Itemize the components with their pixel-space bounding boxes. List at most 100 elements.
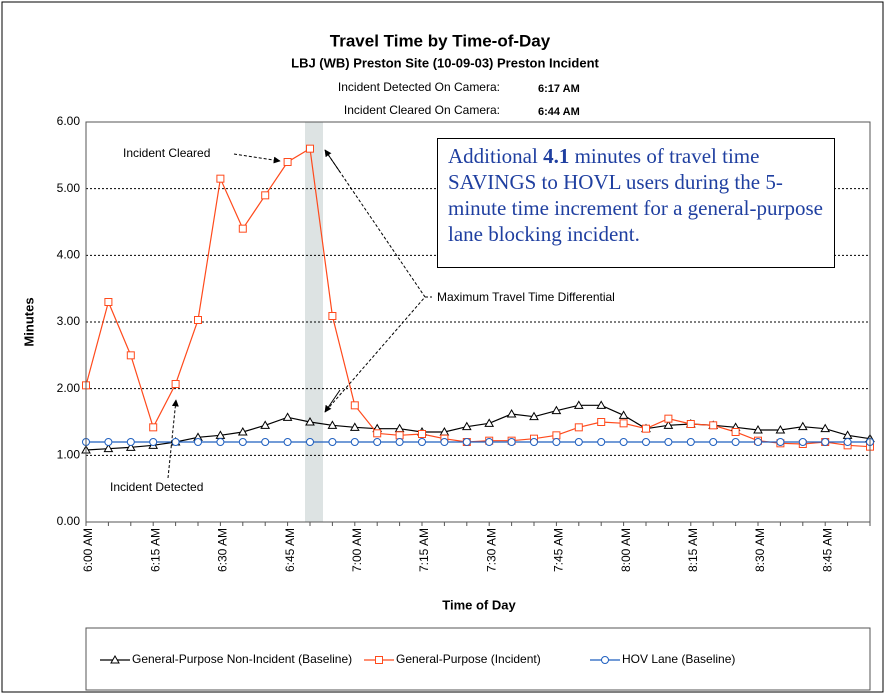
x-tick-label: 6:45 AM [283,528,297,572]
y-axis-label: Minutes [21,297,36,346]
y-tick-label: 0.00 [57,514,81,528]
callout: Additional 4.1 minutes of travel time SA… [437,138,835,268]
legend-label: General-Purpose (Incident) [396,652,541,666]
y-tick-label: 6.00 [57,114,81,128]
point [776,438,785,446]
point [618,410,629,419]
point [149,438,158,446]
arrow-head [324,149,341,173]
x-tick-label: 7:00 AM [350,528,364,572]
x-tick-label: 6:00 AM [81,528,95,572]
info-value: 6:44 AM [538,106,580,118]
point [597,418,606,426]
point [461,421,472,431]
point [484,418,495,427]
y-tick-label: 4.00 [57,248,81,262]
point [350,438,359,446]
point [731,428,740,436]
point [283,158,292,166]
point [619,438,628,446]
x-tick-label: 8:30 AM [753,528,767,572]
annotation: Incident Cleared [123,146,210,160]
point [754,438,762,446]
point [529,411,539,421]
point [103,443,114,453]
point [261,438,270,446]
point [619,419,628,428]
point [260,420,271,429]
point [418,438,426,446]
point [149,423,158,432]
point [306,438,314,446]
point [552,431,561,440]
point [238,438,247,446]
point [642,424,650,433]
point [530,438,538,446]
y-tick-label: 5.00 [57,181,81,195]
point [601,656,609,664]
point [462,438,471,446]
point [551,405,562,415]
callout-text: minutes of travel time SAVINGS to HOVL u… [448,144,823,246]
legend-label: General-Purpose Non-Incident (Baseline) [132,652,352,666]
point [753,424,763,434]
point [686,420,695,428]
arrow [233,153,281,164]
point [373,438,382,446]
x-tick-label: 6:15 AM [148,528,162,572]
point [395,438,404,446]
series-layer [81,144,875,454]
point [552,438,561,446]
point [507,438,516,446]
point [664,438,673,446]
point [261,191,270,200]
point [194,316,202,324]
series-line [85,404,871,451]
point [709,421,718,430]
point [104,438,113,446]
plot-border [85,121,871,523]
point [820,423,831,433]
point [686,438,695,446]
point [237,426,248,436]
point [328,438,337,446]
point [110,654,120,664]
info-value: 6:17 AM [538,83,580,95]
point [373,429,382,438]
callout-text: Additional [448,144,544,168]
point [485,438,494,446]
point [775,424,786,434]
point [283,438,292,446]
point [350,401,359,410]
legend-box [85,627,871,691]
point [375,656,383,664]
point [349,422,360,431]
callout-value: 4.1 [543,144,570,168]
x-axis-label: Time of Day [442,597,516,612]
x-tick-label: 6:30 AM [216,528,230,572]
annotation: Incident Detected [110,480,203,494]
x-tick-label: 8:15 AM [686,528,700,572]
legend-label: HOV Lane (Baseline) [622,652,735,666]
x-tick-label: 7:45 AM [552,528,566,572]
point [506,408,517,418]
point [797,421,808,431]
chart-title: Travel Time by Time-of-Day [330,31,551,50]
legend: General-Purpose Non-Incident (Baseline) G… [100,652,735,666]
point [327,420,338,429]
point [418,430,426,438]
annotation: Maximum Travel Time Differential [437,290,615,304]
point [664,414,673,423]
x-tick-label: 8:00 AM [619,528,633,572]
point [216,438,225,446]
point [104,298,113,306]
point [395,431,404,440]
info-label: Incident Cleared On Camera: [344,103,500,117]
point [238,224,247,233]
x-tick-label: 7:30 AM [484,528,498,572]
point [574,438,583,446]
point [306,144,314,153]
x-tick-label: 7:15 AM [417,528,431,572]
